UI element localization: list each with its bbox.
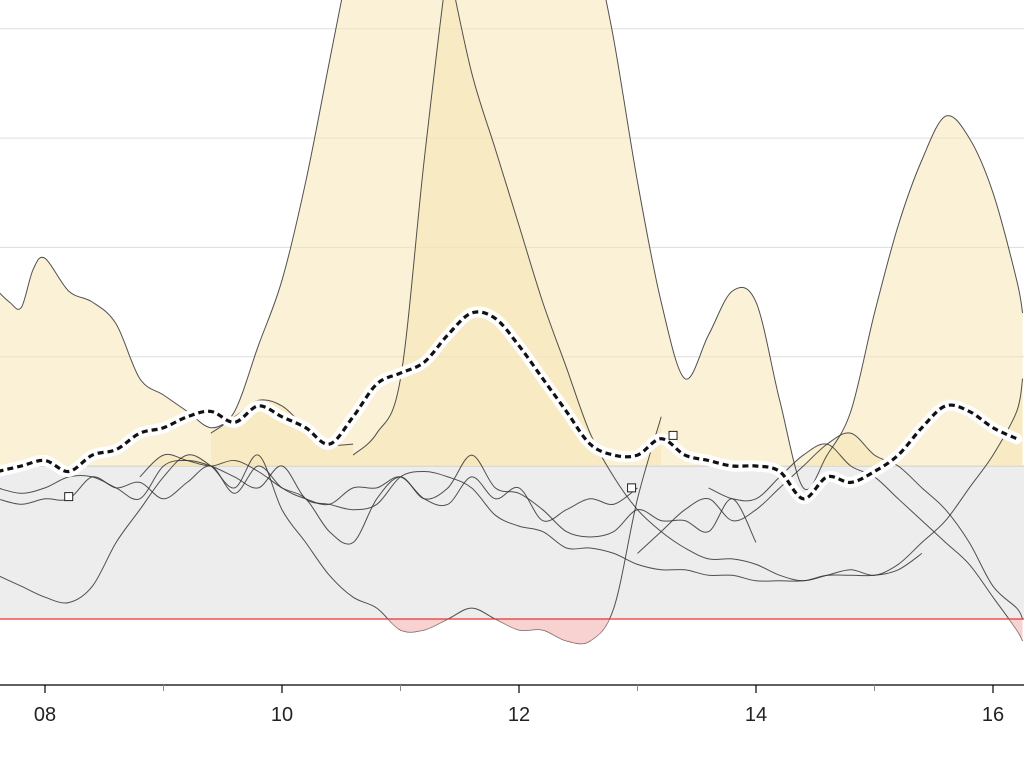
x-tick-label: 12 (508, 704, 530, 726)
marker-point-1 (64, 492, 74, 502)
member-line-3 (352, 0, 1024, 491)
marker-points (64, 430, 678, 502)
member-fill-9 (637, 432, 1023, 466)
member-line-6 (0, 465, 638, 522)
x-axis: 08 10 12 14 16 (0, 684, 1024, 726)
member-low-fill-4 (388, 619, 610, 644)
member-low-fill-8 (1008, 619, 1023, 641)
member-line-9 (637, 432, 1024, 620)
mean-layer (0, 306, 1023, 505)
member-line-5 (0, 459, 923, 582)
member-line-1 (0, 256, 354, 446)
member-line-7 (139, 453, 757, 545)
member-fill-3 (353, 0, 1023, 466)
x-tick-label: 14 (745, 704, 767, 726)
x-tick-label: 16 (982, 704, 1004, 726)
marker-point-2 (627, 483, 637, 493)
below-threshold-fills (388, 619, 1023, 644)
member-line-2 (210, 0, 1024, 582)
marker-point-3 (668, 430, 678, 440)
x-tick-label: 10 (271, 704, 293, 726)
threshold-layer (0, 618, 1024, 644)
member-lines (0, 0, 1024, 645)
x-tick-label: 08 (34, 704, 56, 726)
mean-line (0, 310, 1018, 501)
